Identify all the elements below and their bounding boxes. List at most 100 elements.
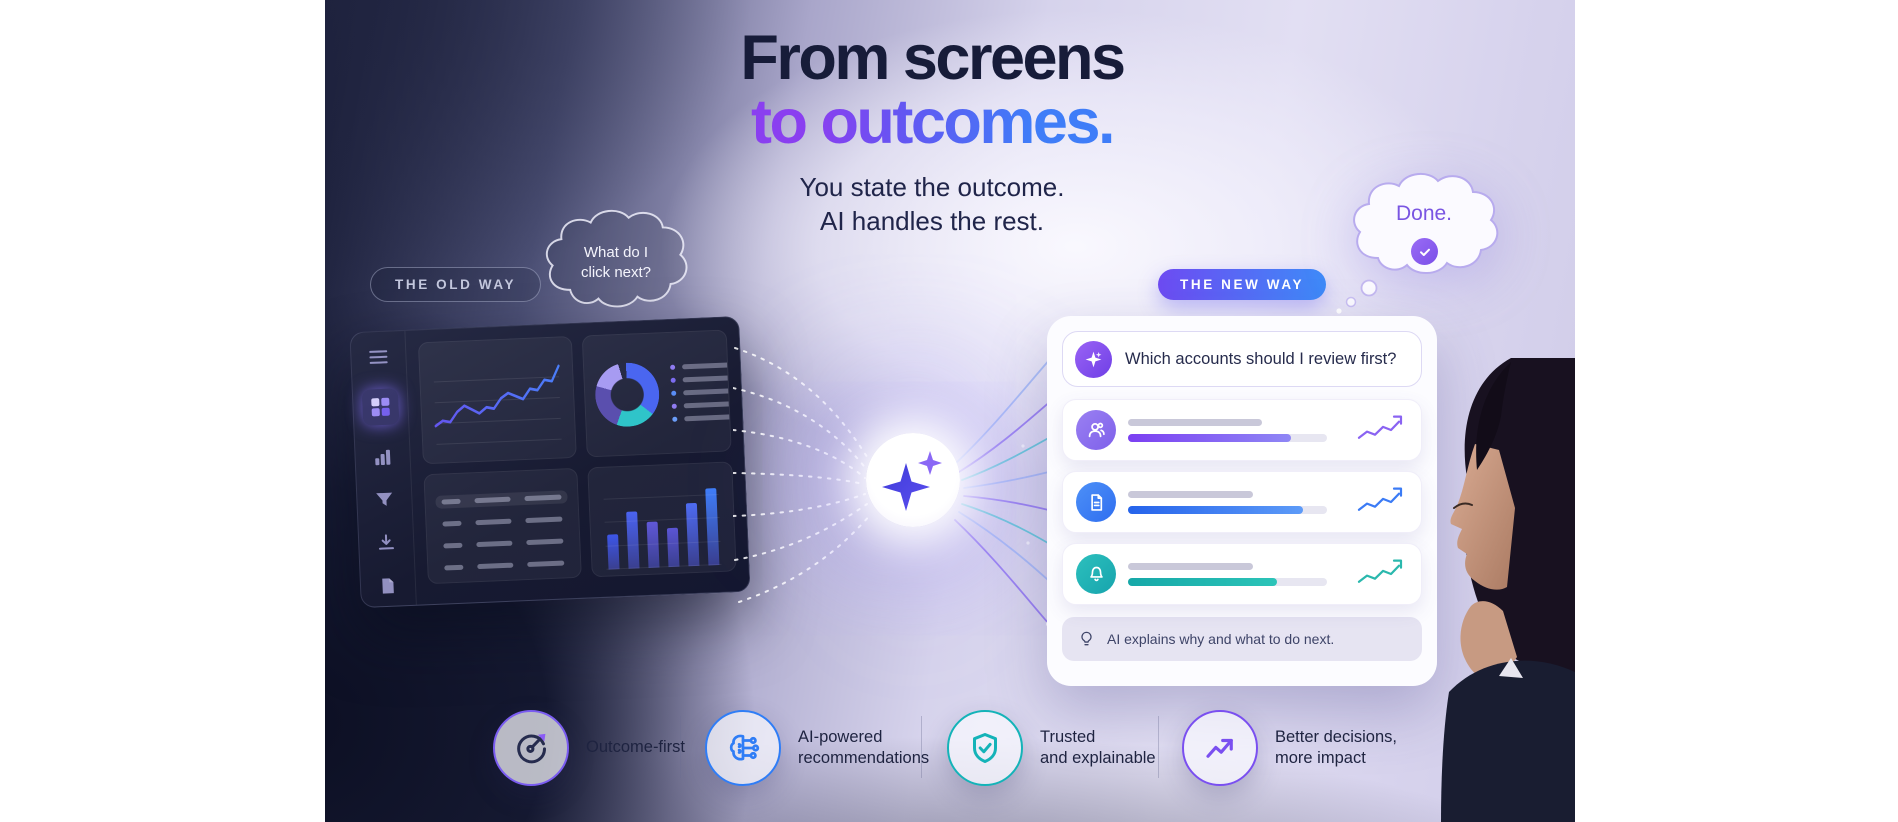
feature-label: Better decisions, more impact bbox=[1275, 727, 1397, 770]
woman-profile-illustration bbox=[1441, 358, 1575, 822]
bar-gridline bbox=[604, 517, 720, 523]
feature-item: Better decisions, more impact bbox=[1182, 710, 1397, 786]
ai-sparkle-orb bbox=[866, 433, 960, 527]
legend-row bbox=[672, 412, 732, 422]
done-cloud-shape-icon bbox=[1353, 173, 1499, 274]
feature-label-line1: Outcome-first bbox=[586, 738, 686, 757]
lightbulb-icon bbox=[1081, 631, 1092, 645]
table-card bbox=[423, 467, 582, 585]
download-icon bbox=[375, 531, 398, 554]
progress-track bbox=[1128, 433, 1327, 442]
feature-row: Outcome-first AI-powered recommendations Tr… bbox=[325, 710, 1575, 804]
hero-scene: From screens to outcomes. You state the … bbox=[325, 0, 1575, 822]
menu-icon bbox=[367, 346, 390, 369]
trend-sparkline-icon bbox=[1357, 559, 1403, 583]
sparkle-icon bbox=[882, 451, 942, 511]
feature-label: Trusted and explainable bbox=[1040, 727, 1156, 770]
table-cell-bar bbox=[443, 542, 463, 549]
feature-label-line1: Better decisions, bbox=[1275, 727, 1397, 746]
table-cell-bar bbox=[444, 564, 464, 571]
ai-result-rows bbox=[1062, 399, 1422, 605]
hero-subtitle-line1: You state the outcome. bbox=[799, 171, 1065, 202]
feature-label: AI-powered recommendations bbox=[798, 727, 929, 770]
done-check-icon bbox=[1411, 238, 1438, 265]
table-cell-bar bbox=[442, 520, 462, 527]
bar bbox=[666, 527, 680, 568]
table-cell-bar bbox=[527, 560, 565, 568]
dashboard-sidebar bbox=[350, 330, 417, 608]
feature-divider bbox=[921, 716, 922, 778]
feature-label: Outcome-first bbox=[586, 737, 685, 758]
legend-bar bbox=[681, 361, 732, 369]
table-cell-bar bbox=[475, 518, 512, 526]
bell-icon bbox=[1076, 554, 1116, 594]
placeholder-text-bar bbox=[1128, 562, 1254, 570]
old-way-dashboard bbox=[349, 315, 751, 609]
table-cell-bar bbox=[526, 538, 564, 546]
feature-item: AI-powered recommendations bbox=[705, 710, 929, 786]
feature-label-line1: Trusted bbox=[1040, 727, 1096, 746]
woman-blazer bbox=[1441, 660, 1575, 822]
table-row bbox=[437, 534, 569, 553]
line-chart bbox=[433, 364, 562, 445]
woman-hand bbox=[1460, 601, 1517, 682]
legend-dot-icon bbox=[672, 416, 678, 422]
donut-chart-card bbox=[581, 329, 732, 458]
users-icon bbox=[1076, 410, 1116, 450]
progress-track bbox=[1128, 577, 1327, 586]
feature-label-line2: more impact bbox=[1275, 749, 1366, 767]
ai-footer-note: AI explains why and what to do next. bbox=[1062, 617, 1422, 661]
ai-query-row: Which accounts should I review first? bbox=[1062, 331, 1422, 387]
hero-title-line2: to outcomes. bbox=[750, 87, 1116, 158]
donut-legend bbox=[669, 360, 732, 422]
table-row bbox=[438, 556, 570, 575]
table-header-bar bbox=[434, 482, 497, 485]
woman-eyelash bbox=[1453, 502, 1473, 509]
bar-gridline bbox=[603, 493, 719, 500]
feature-item: Trusted and explainable bbox=[947, 710, 1156, 786]
thought-cloud-shape-icon bbox=[545, 209, 688, 308]
hero-subtitle: You state the outcome. AI handles the re… bbox=[325, 170, 1539, 239]
feature-label-line1: AI-powered bbox=[798, 727, 883, 746]
woman-collar bbox=[1499, 658, 1523, 678]
bar-gridline bbox=[606, 564, 722, 570]
legend-row bbox=[669, 360, 732, 370]
feature-label-line2: and explainable bbox=[1040, 749, 1156, 767]
table-row bbox=[436, 512, 568, 531]
ai-row-content bbox=[1128, 562, 1344, 586]
legend-dot-icon bbox=[670, 377, 676, 383]
grid-dashboard-icon bbox=[361, 388, 400, 426]
woman-hair-front bbox=[1476, 362, 1511, 470]
ai-query-text: Which accounts should I review first? bbox=[1125, 349, 1397, 368]
table-cell-bar bbox=[477, 562, 514, 570]
trend-up-icon bbox=[1182, 710, 1258, 786]
bar bbox=[685, 503, 700, 567]
bar bbox=[705, 487, 720, 566]
file-icon bbox=[377, 574, 400, 597]
bar bbox=[646, 521, 660, 568]
bar-chart-card bbox=[587, 461, 737, 578]
feature-item: Outcome-first bbox=[493, 710, 685, 786]
table-cell-bar bbox=[441, 498, 461, 505]
bar-chart-icon bbox=[371, 446, 394, 469]
dashboard-cards bbox=[405, 317, 749, 605]
document-icon bbox=[1076, 482, 1116, 522]
ai-footer-text: AI explains why and what to do next. bbox=[1107, 631, 1335, 647]
old-way-badge: THE OLD WAY bbox=[370, 267, 542, 302]
ai-result-row bbox=[1062, 399, 1422, 461]
hero-subtitle-line2: AI handles the rest. bbox=[819, 206, 1045, 237]
thought-cloud-text: What do I click next? bbox=[580, 243, 652, 281]
ai-row-content bbox=[1128, 418, 1344, 442]
table-cell-bar bbox=[525, 516, 563, 524]
trend-sparkline-icon bbox=[1357, 487, 1403, 511]
trend-sparkline-icon bbox=[1357, 415, 1403, 439]
progress-track bbox=[1128, 505, 1327, 514]
feature-label-line2: recommendations bbox=[798, 749, 930, 767]
donut-chart bbox=[593, 361, 661, 429]
data-table bbox=[434, 479, 570, 575]
hero-heading-block: From screens to outcomes. You state the … bbox=[325, 26, 1539, 238]
progress-fill bbox=[1128, 505, 1303, 514]
progress-fill bbox=[1128, 577, 1278, 586]
ai-result-row bbox=[1062, 471, 1422, 533]
bar bbox=[606, 534, 620, 570]
